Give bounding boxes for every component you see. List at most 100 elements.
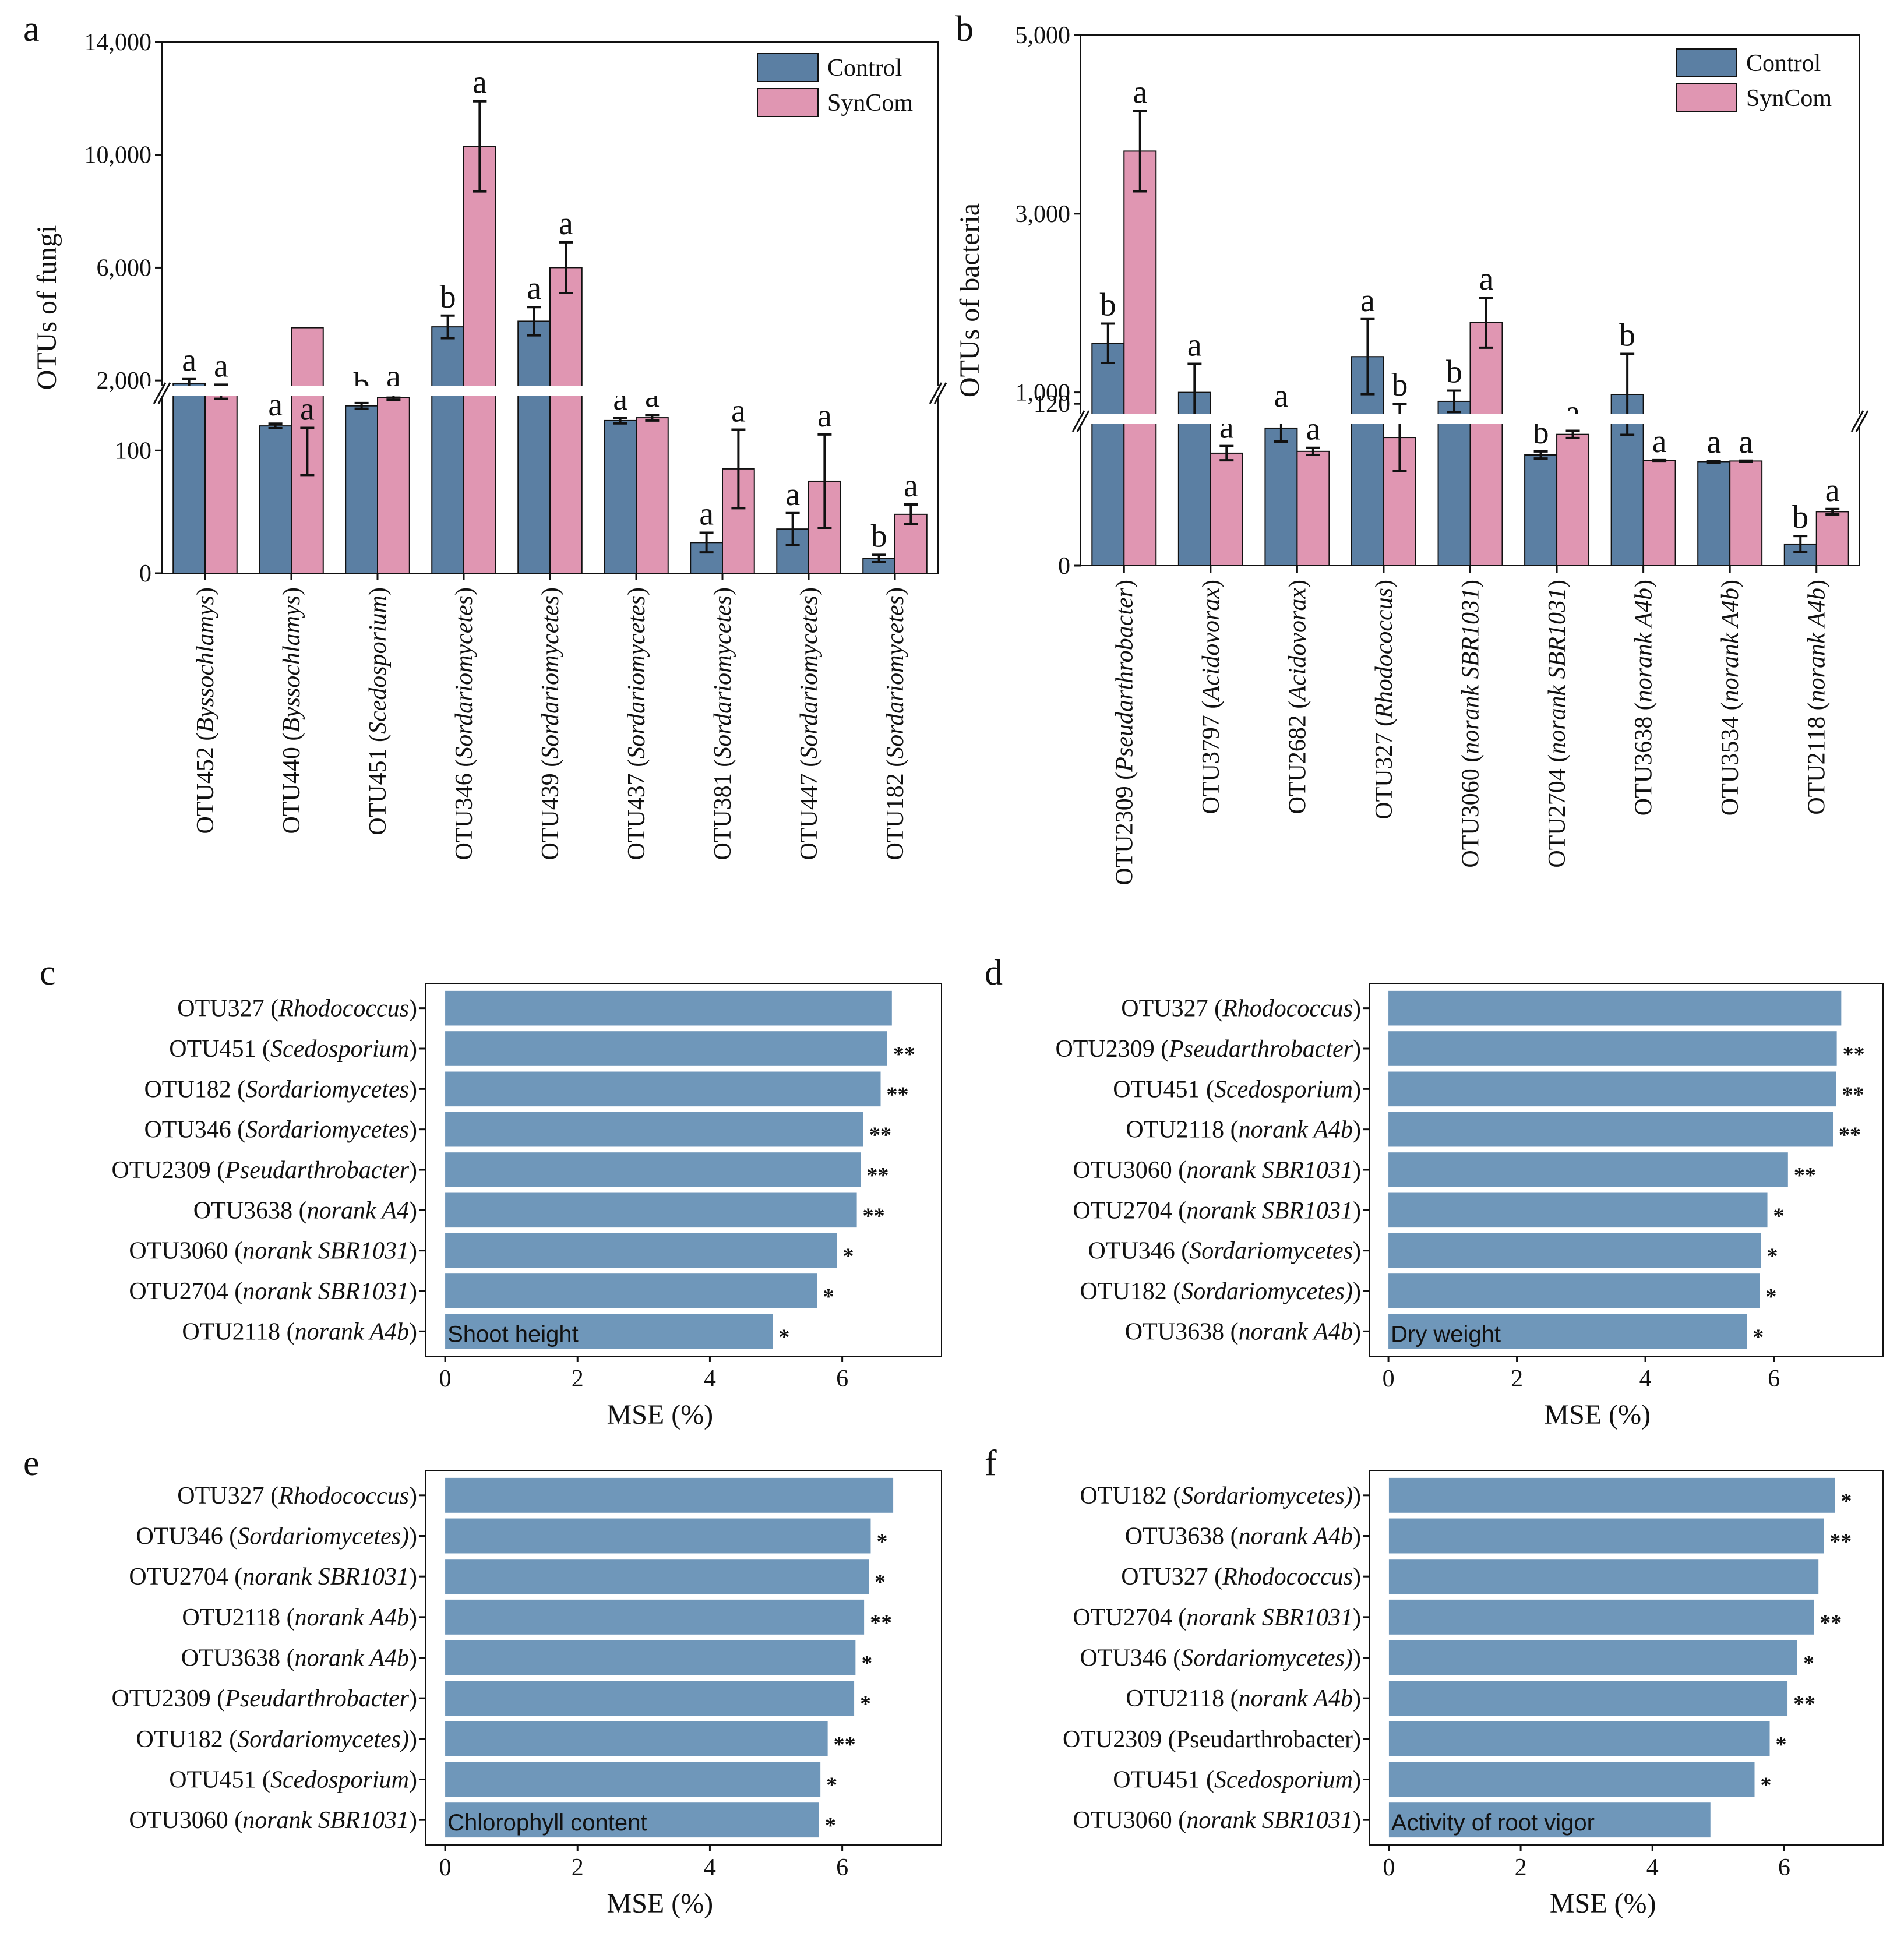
y-tick-label: OTU327 (Rhodococcus) bbox=[177, 1483, 417, 1509]
y-tick-label: OTU182 (Sordariomycetes)) bbox=[1080, 1483, 1361, 1509]
panel-c: c OTU327 (Rhodococcus) OTU451 (Scedosporiu… bbox=[40, 953, 942, 1430]
y-tick-label: OTU2118 (norank A4b) bbox=[1126, 1117, 1361, 1144]
legend-swatch bbox=[757, 88, 819, 117]
significance-mark: * bbox=[825, 1813, 836, 1838]
significance-mark: * bbox=[1773, 1204, 1785, 1228]
control-bar bbox=[1524, 454, 1558, 566]
panel-label-d: d bbox=[985, 953, 1003, 993]
y-tick-label: OTU346 (Sordariomycetes)) bbox=[136, 1523, 417, 1550]
mse-bar bbox=[445, 1477, 894, 1513]
x-axis-title: MSE (%) bbox=[607, 1399, 714, 1430]
x-tick-label: OTU439 (Sordariomycetes) bbox=[537, 587, 564, 860]
significance-mark: * bbox=[823, 1285, 834, 1309]
significance-mark: ** bbox=[1820, 1611, 1842, 1635]
axis-break-mark bbox=[1850, 410, 1864, 432]
significance-letter: a bbox=[1825, 472, 1840, 509]
x-tick-label: 2 bbox=[572, 1366, 584, 1392]
mse-bar bbox=[1388, 1518, 1824, 1554]
y-tick-label: OTU346 (Sordariomycetes) bbox=[1088, 1238, 1361, 1265]
significance-letter: a bbox=[1274, 378, 1288, 414]
y-tick-label: OTU182 (Sordariomycetes) bbox=[144, 1076, 417, 1103]
x-tick-label: 6 bbox=[1778, 1854, 1790, 1881]
mse-bar bbox=[445, 1721, 828, 1756]
significance-letter: b bbox=[440, 279, 456, 315]
syncom-bar bbox=[1123, 150, 1157, 567]
y-tick-label: 2,000 bbox=[97, 368, 152, 394]
significance-mark: * bbox=[875, 1570, 886, 1594]
y-tick-label: OTU451 (Scedosporium) bbox=[169, 1767, 417, 1794]
control-bar bbox=[345, 405, 378, 574]
mse-bar bbox=[445, 1802, 819, 1838]
syncom-bar bbox=[549, 267, 583, 574]
trait-label: Shoot height bbox=[447, 1321, 579, 1347]
significance-mark: ** bbox=[893, 1042, 915, 1067]
mse-bar bbox=[1388, 1112, 1834, 1147]
syncom-bar bbox=[1296, 450, 1330, 566]
significance-letter: a bbox=[1133, 74, 1147, 110]
panel-label-c: c bbox=[40, 953, 56, 993]
mse-bar bbox=[445, 1314, 773, 1349]
y-tick-label: OTU3638 (norank A4) bbox=[193, 1197, 417, 1224]
significance-letter: a bbox=[1652, 424, 1667, 460]
significance-letter: b bbox=[1792, 499, 1808, 535]
significance-letter: a bbox=[1479, 261, 1494, 297]
significance-letter: a bbox=[699, 496, 714, 532]
x-tick-label: OTU381 (Sordariomycetes) bbox=[710, 587, 736, 860]
axis-break-mark bbox=[1071, 410, 1085, 432]
legend-swatch bbox=[757, 53, 819, 82]
mse-bar bbox=[1388, 990, 1842, 1026]
significance-letter: b bbox=[871, 518, 887, 554]
significance-letter: a bbox=[1187, 327, 1202, 364]
significance-letter: a bbox=[785, 477, 800, 513]
panel-d: d OTU327 (Rhodococcus) OTU2309 (Pseudarthr… bbox=[985, 953, 1884, 1430]
x-tick-label: OTU447 (Sordariomycetes) bbox=[796, 587, 823, 860]
mse-bar bbox=[1388, 1314, 1747, 1349]
y-tick-label: OTU451 (Scedosporium) bbox=[169, 1036, 417, 1063]
panel-e: e OTU327 (Rhodococcus) OTU346 (Sordariomyc… bbox=[23, 1444, 942, 1919]
y-tick-label: 14,000 bbox=[84, 29, 152, 56]
x-tick-label: OTU440 (Byssochlamys) bbox=[278, 587, 305, 834]
significance-mark: * bbox=[843, 1244, 854, 1269]
mse-bar bbox=[445, 1192, 857, 1228]
x-tick-label: 4 bbox=[1646, 1854, 1659, 1881]
y-tick-label: OTU3060 (norank SBR1031) bbox=[129, 1238, 417, 1265]
y-tick-label: OTU2309 (Pseudarthrobacter) bbox=[1055, 1036, 1361, 1063]
x-tick-label: OTU2309 (Pseudarthrobacter) bbox=[1111, 580, 1138, 885]
y-tick-label: OTU346 (Sordariomycetes)) bbox=[1080, 1645, 1361, 1672]
y-axis-title: OTUs of fungi bbox=[31, 225, 62, 390]
axis-break-mark bbox=[157, 382, 171, 404]
x-tick-label: 4 bbox=[704, 1366, 716, 1392]
mse-bar bbox=[445, 1762, 821, 1797]
y-tick-label: 6,000 bbox=[97, 255, 152, 281]
syncom-bar bbox=[1469, 322, 1503, 566]
y-tick-label: OTU327 (Rhodococcus) bbox=[1121, 996, 1361, 1022]
mse-bar bbox=[1388, 1031, 1837, 1066]
significance-letter: a bbox=[1360, 283, 1375, 319]
y-tick-label: 3,000 bbox=[1016, 201, 1071, 228]
significance-mark: ** bbox=[1794, 1163, 1816, 1188]
y-axis-title: OTUs of bacteria bbox=[954, 203, 985, 397]
legend-label: Control bbox=[1746, 50, 1821, 77]
y-tick-label: OTU3638 (norank A4b) bbox=[181, 1645, 417, 1672]
significance-mark: ** bbox=[870, 1611, 892, 1635]
mse-bar bbox=[1388, 1599, 1814, 1635]
syncom-bar bbox=[636, 417, 669, 574]
significance-letter: a bbox=[214, 348, 228, 384]
significance-letter: a bbox=[559, 206, 573, 242]
y-tick-label: 120 bbox=[1034, 391, 1070, 418]
significance-mark: ** bbox=[834, 1733, 856, 1757]
control-bar bbox=[517, 320, 551, 574]
significance-letter: a bbox=[300, 391, 315, 428]
significance-mark: * bbox=[861, 1652, 872, 1676]
control-bar bbox=[259, 425, 292, 574]
panel-label-b: b bbox=[955, 9, 974, 49]
mse-bar bbox=[445, 1233, 837, 1268]
x-tick-label: 2 bbox=[1515, 1854, 1527, 1881]
significance-mark: * bbox=[860, 1692, 871, 1716]
legend-swatch bbox=[1676, 83, 1737, 112]
control-bar bbox=[1264, 427, 1298, 567]
significance-mark: ** bbox=[869, 1123, 891, 1148]
significance-letter: a bbox=[527, 270, 541, 306]
